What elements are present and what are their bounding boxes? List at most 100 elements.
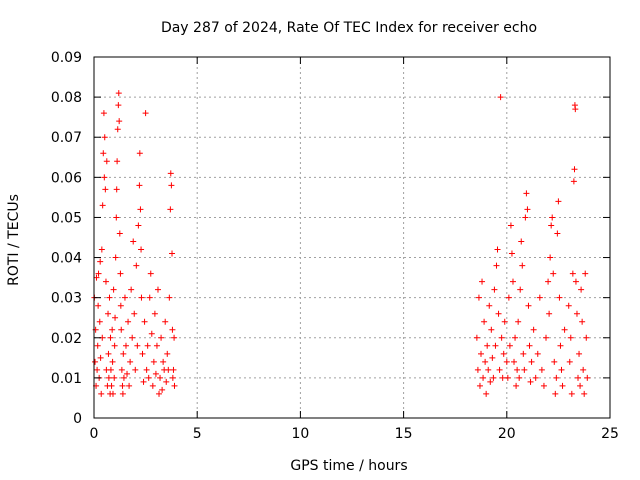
data-point — [543, 334, 550, 341]
data-point — [169, 326, 176, 333]
data-point — [579, 318, 586, 325]
data-point — [570, 178, 577, 185]
data-point — [100, 110, 107, 117]
y-tick-label: 0.08 — [51, 90, 82, 106]
data-point — [514, 366, 521, 373]
data-point — [571, 166, 578, 173]
data-point — [479, 278, 486, 285]
data-point — [160, 358, 167, 365]
data-point — [567, 334, 574, 341]
data-point — [106, 294, 113, 301]
data-point — [95, 302, 102, 309]
data-point — [153, 342, 160, 349]
y-tick-label: 0.07 — [51, 130, 82, 146]
data-point — [127, 358, 134, 365]
data-point — [492, 342, 499, 349]
data-point — [159, 386, 166, 393]
y-axis-title: ROTI / TECUs — [6, 194, 22, 286]
data-point — [566, 358, 573, 365]
y-tick-label: 0.03 — [51, 291, 82, 307]
data-point — [572, 278, 579, 285]
data-point — [165, 366, 172, 373]
data-point — [507, 222, 514, 229]
data-point — [109, 390, 116, 397]
data-point — [154, 286, 161, 293]
data-point — [532, 374, 539, 381]
data-point — [561, 326, 568, 333]
y-tick-label: 0.05 — [51, 210, 82, 226]
data-point — [508, 250, 515, 257]
data-point — [484, 342, 491, 349]
data-point — [97, 258, 104, 265]
data-point — [126, 382, 133, 389]
data-point — [554, 230, 561, 237]
data-point — [506, 342, 513, 349]
data-point — [559, 382, 566, 389]
data-point — [534, 350, 541, 357]
data-point — [95, 270, 102, 277]
data-point — [129, 334, 136, 341]
data-point — [149, 382, 156, 389]
data-point — [167, 206, 174, 213]
y-tick-labels: 0 0.01 0.02 0.03 0.04 0.05 0.06 0.07 0.08 0.09 — [51, 50, 82, 427]
data-point — [133, 262, 140, 269]
data-point — [103, 158, 110, 165]
data-point — [577, 382, 584, 389]
data-point — [109, 358, 116, 365]
data-point — [515, 318, 522, 325]
data-point — [171, 334, 178, 341]
data-point — [146, 294, 153, 301]
data-point — [115, 90, 122, 97]
grid-lines — [94, 57, 610, 418]
data-point — [167, 170, 174, 177]
data-point — [556, 294, 563, 301]
data-point — [119, 390, 126, 397]
data-point — [500, 350, 507, 357]
data-point — [112, 254, 119, 261]
data-point — [487, 378, 494, 385]
data-point — [114, 158, 121, 165]
data-point — [516, 374, 523, 381]
x-tick-label: 10 — [291, 426, 309, 442]
data-point — [505, 294, 512, 301]
data-point — [92, 358, 99, 365]
data-point — [548, 222, 555, 229]
x-axis-title: GPS time / hours — [290, 458, 407, 474]
data-point — [166, 294, 173, 301]
x-tick-label: 20 — [498, 426, 516, 442]
data-point — [130, 238, 137, 245]
data-point — [498, 334, 505, 341]
data-point — [135, 222, 142, 229]
data-point — [524, 206, 531, 213]
data-point — [145, 374, 152, 381]
data-point — [162, 318, 169, 325]
data-point — [132, 366, 139, 373]
x-tick-label: 0 — [90, 426, 99, 442]
data-point — [486, 302, 493, 309]
data-point — [136, 182, 143, 189]
data-point — [101, 134, 108, 141]
data-point — [509, 278, 516, 285]
data-point — [580, 366, 587, 373]
data-point — [107, 334, 114, 341]
data-point — [512, 334, 519, 341]
y-tick-label: 0.01 — [51, 371, 82, 387]
data-point — [511, 358, 518, 365]
data-point — [105, 350, 112, 357]
data-point — [109, 326, 116, 333]
data-point — [504, 374, 511, 381]
data-point — [118, 326, 125, 333]
data-point — [158, 334, 165, 341]
data-point — [572, 106, 579, 113]
data-point — [136, 150, 143, 157]
data-point — [122, 342, 129, 349]
data-point — [583, 334, 590, 341]
data-point — [94, 342, 101, 349]
y-tick-label: 0.09 — [51, 50, 82, 66]
x-tick-label: 25 — [601, 426, 619, 442]
data-point — [163, 378, 170, 385]
data-point — [112, 314, 119, 321]
data-point — [490, 374, 497, 381]
data-point — [551, 358, 558, 365]
